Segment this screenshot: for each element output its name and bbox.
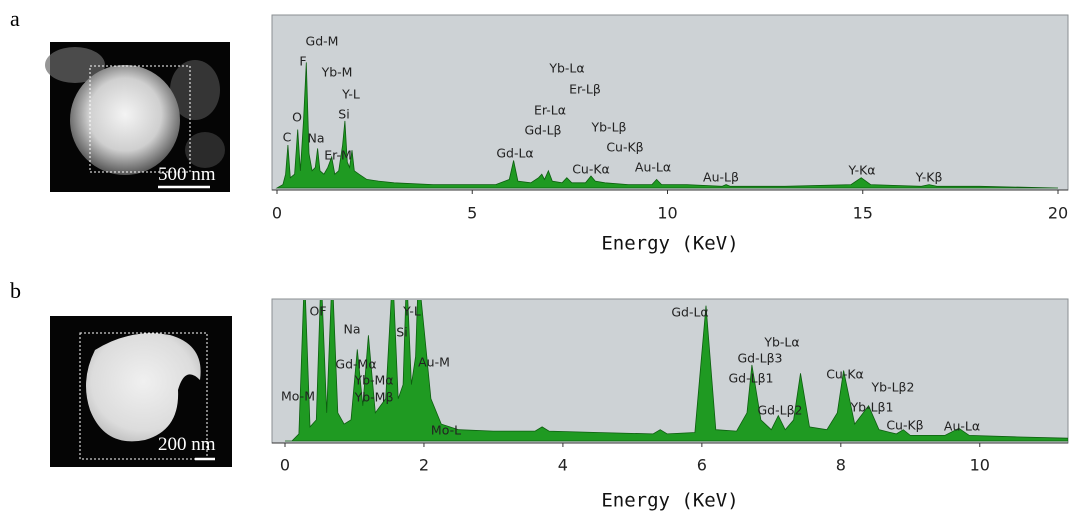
peak-label: Mo-M bbox=[281, 389, 315, 404]
plot bbox=[285, 300, 1068, 442]
peak-label: O bbox=[292, 110, 302, 125]
peak-label: Gd-Lβ3 bbox=[737, 351, 782, 366]
peak-label: Si bbox=[396, 325, 407, 340]
peak-label: C bbox=[283, 130, 292, 145]
peak-label: Mo-L bbox=[431, 423, 461, 438]
peak-label: Yb-Lβ bbox=[590, 120, 626, 135]
plot bbox=[275, 62, 1059, 189]
x-tick-label: 2 bbox=[419, 456, 429, 475]
peak-label: Cu-Kα bbox=[826, 367, 864, 382]
x-tick-label: 10 bbox=[970, 456, 990, 475]
peak-label: Na bbox=[307, 131, 324, 146]
micrograph bbox=[50, 316, 232, 467]
peak-label: Yb-Mα bbox=[353, 373, 393, 388]
panel-label: a bbox=[10, 6, 20, 31]
micrograph bbox=[45, 42, 230, 192]
panel-label: b bbox=[10, 278, 21, 303]
peak-label: Gd-Lβ2 bbox=[757, 403, 802, 418]
x-axis-label: Energy (KeV) bbox=[601, 490, 738, 512]
peak-label: Yb-Lβ2 bbox=[871, 380, 915, 395]
peak-label: Cu-Kβ bbox=[886, 418, 923, 433]
x-tick-label: 15 bbox=[853, 204, 873, 223]
peak-label: Yb-M bbox=[321, 65, 353, 80]
x-axis-label: Energy (KeV) bbox=[601, 233, 738, 255]
peak-label: Yb-Lβ1 bbox=[850, 400, 894, 415]
x-tick-label: 5 bbox=[467, 204, 477, 223]
peak-label: Y-Kα bbox=[847, 163, 875, 178]
peak-label: Cu-Kα bbox=[572, 162, 610, 177]
peak-label: Er-Lβ bbox=[569, 82, 601, 97]
scale-bar-label: 200 nm bbox=[158, 434, 216, 455]
peak-label: Au-Lα bbox=[944, 419, 980, 434]
peak-label: F bbox=[299, 54, 306, 69]
peak-label: OF bbox=[309, 304, 326, 319]
peak-label: Er-M bbox=[324, 148, 352, 163]
peak-label: Er-Lα bbox=[534, 103, 566, 118]
x-tick-label: 6 bbox=[697, 456, 707, 475]
x-tick-label: 0 bbox=[272, 204, 282, 223]
peak-label: Au-Lα bbox=[635, 160, 671, 175]
plot-area bbox=[271, 14, 1069, 191]
peak-label: Au-Lβ bbox=[703, 170, 739, 185]
spectrum bbox=[285, 300, 1068, 442]
peak-label: Na bbox=[343, 322, 360, 337]
x-tick-label: 4 bbox=[558, 456, 568, 475]
peak-label: Y-Kβ bbox=[915, 170, 943, 185]
peak-label: Gd-Mα bbox=[335, 357, 376, 372]
peak-label: Gd-M bbox=[306, 34, 339, 49]
x-tick-label: 8 bbox=[836, 456, 846, 475]
x-tick-label: 10 bbox=[657, 204, 677, 223]
peak-label: Gd-Lβ1 bbox=[728, 371, 773, 386]
peak-label: Cu-Kβ bbox=[606, 140, 643, 155]
x-tick-label: 20 bbox=[1048, 204, 1068, 223]
peak-label: Yb-Lα bbox=[763, 335, 799, 350]
peak-label: Yb-Lα bbox=[548, 61, 584, 76]
peak-label: Si bbox=[338, 107, 349, 122]
peak-label: Gd-Lβ bbox=[524, 123, 561, 138]
peak-label: Gd-Lα bbox=[671, 305, 708, 320]
scale-bar-label: 500 nm bbox=[158, 164, 216, 185]
peak-label: Gd-Lα bbox=[496, 146, 533, 161]
peak-label: Y-L bbox=[341, 87, 360, 102]
peak-label: Au-M bbox=[418, 355, 450, 370]
peak-label: Yb-Mβ bbox=[354, 390, 394, 405]
peak-label: Y-L bbox=[402, 304, 421, 319]
spectrum bbox=[275, 62, 1059, 189]
x-tick-label: 0 bbox=[280, 456, 290, 475]
